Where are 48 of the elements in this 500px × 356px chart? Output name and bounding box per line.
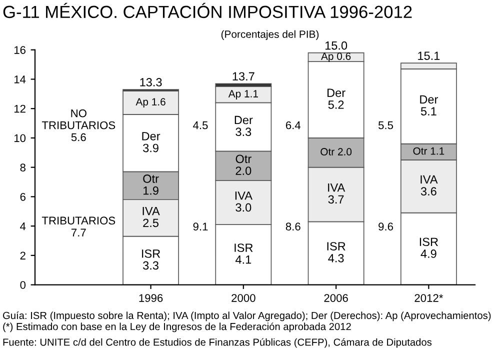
annotation: TRIBUTARIOS 7.7	[42, 216, 116, 236]
data-label: ISR 4.1	[234, 244, 253, 264]
chart-title: G-11 MÉXICO. CAPTACIÓN IMPOSITIVA 1996-2012	[3, 2, 412, 18]
annotation: 13.7	[232, 72, 254, 81]
y-tick-label: 8	[20, 164, 26, 172]
x-tick-label: 2000	[232, 294, 256, 302]
x-tick-label: 1996	[139, 294, 163, 302]
data-label: ISR 4.9	[420, 238, 438, 258]
data-label: IVA 2.5	[142, 206, 160, 228]
annotation: 15.1	[418, 52, 440, 60]
data-label: IVA 3.6	[420, 175, 438, 196]
data-label: Der 5.2	[328, 88, 346, 109]
y-tick-label: 10	[14, 134, 26, 142]
annotation: 6.4	[286, 121, 301, 130]
annotation: 9.1	[193, 222, 208, 231]
data-label: Ap 0.6	[321, 52, 351, 62]
annotation: 5.5	[378, 121, 394, 130]
y-tick-label: 0	[20, 281, 26, 289]
annotation: 4.5	[193, 121, 208, 130]
y-tick-label: 12	[14, 104, 26, 113]
annotation: 13.3	[140, 78, 162, 86]
x-tick-label: 2006	[324, 294, 348, 302]
y-tick-label: 14	[14, 76, 26, 84]
data-label: Ap 1.6	[136, 98, 166, 108]
x-tick-label: 2012*	[414, 294, 444, 302]
data-label: IVA 3.0	[235, 192, 252, 212]
data-label: Der 3.3	[234, 116, 253, 136]
annotation: 8.6	[286, 222, 300, 231]
data-label: ISR 3.3	[142, 249, 160, 270]
data-label: Der 3.9	[142, 132, 160, 152]
data-label: Der 5.1	[420, 95, 438, 116]
data-label: Ap 1.1	[228, 90, 258, 100]
source-note: Fuente: UNITE c/d del Centro de Estudios de Finanzas Públicas (CEFP), Cámara de Diputados	[3, 338, 432, 348]
data-label: IVA 3.7	[328, 183, 346, 204]
text: 15.0	[325, 41, 348, 50]
y-tick-label: 6	[20, 192, 26, 201]
chart-subtitle: (Porcentajes del PIB)	[221, 30, 319, 40]
y-tick-label: 2	[20, 252, 26, 260]
text: Guía: ISR (Impuesto sobre la Renta); IVA (Impto al Valor Agregado); Der (Derechos): Ap (Aprovechamientos) (*) Estimado con base en la Ley de Ingresos de la Federación aprobada 2012	[3, 312, 491, 332]
annotation: NO TRIBUTARIOS 5.6	[42, 109, 116, 142]
data-label: Otr 2.0	[236, 154, 252, 175]
data-label: Otr 1.9	[143, 174, 159, 195]
y-tick-label: 4	[20, 222, 26, 230]
data-label: Otr 2.0	[320, 148, 352, 156]
y-tick-label: 16	[14, 46, 26, 54]
annotation: 9.6	[378, 222, 393, 231]
data-label: Otr 1.1	[413, 147, 444, 155]
data-label: ISR 4.3	[327, 242, 346, 262]
